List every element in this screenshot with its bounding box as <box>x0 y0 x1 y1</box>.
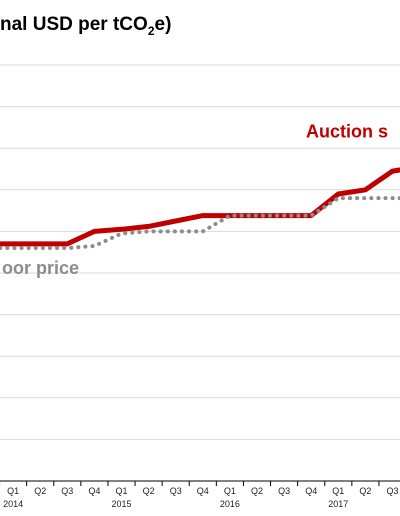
x-tick-label: Q2 <box>34 486 46 496</box>
x-tick-label: Q1 <box>224 486 236 496</box>
x-tick-label: Q3 <box>61 486 73 496</box>
series-labels: Auction s oor price <box>2 122 388 278</box>
x-tick-label: Q2 <box>143 486 155 496</box>
x-tick-label: Q1 <box>7 486 19 496</box>
x-year-label: 2014 <box>3 499 23 509</box>
auction-series-label: Auction s <box>306 122 388 142</box>
auction-series-line <box>0 167 400 247</box>
x-tick-label: Q2 <box>251 486 263 496</box>
gridlines <box>0 64 400 440</box>
series-group <box>0 167 400 250</box>
floor-price-series-label: oor price <box>2 258 79 278</box>
x-tick-label: Q3 <box>278 486 290 496</box>
x-tick-label: Q3 <box>386 486 398 496</box>
chart-title: nal USD per tCO2e) <box>0 14 171 38</box>
x-tick-label: Q1 <box>332 486 344 496</box>
chart-title-suffix: e) <box>154 14 172 35</box>
x-year-label: 2017 <box>328 499 348 509</box>
x-tick-label: Q4 <box>305 486 317 496</box>
x-axis-ticks: Q1 Q2 Q3 Q4 Q1 Q2 Q3 Q4 Q1 Q2 Q3 Q4 Q1 Q2 Q3 2014 2015 20… <box>0 481 399 509</box>
x-tick-label: Q4 <box>197 486 209 496</box>
x-tick-label: Q3 <box>170 486 182 496</box>
x-tick-label: Q1 <box>115 486 127 496</box>
chart-title-prefix: nal USD per tCO <box>0 14 148 35</box>
x-year-label: 2015 <box>111 499 131 509</box>
x-tick-label: Q2 <box>359 486 371 496</box>
x-year-label: 2016 <box>220 499 240 509</box>
x-tick-label: Q4 <box>88 486 100 496</box>
chart-title-subscript: 2 <box>147 23 155 38</box>
floor-price-series-line <box>0 196 400 250</box>
